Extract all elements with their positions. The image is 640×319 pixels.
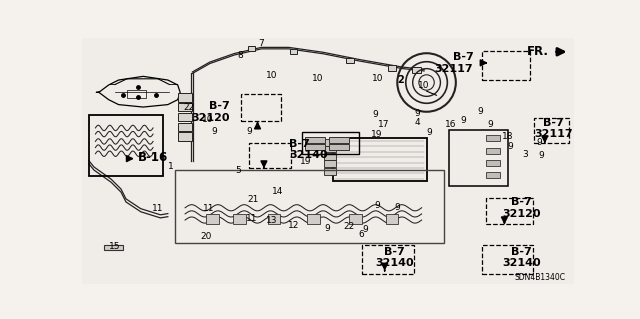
Bar [412, 67, 421, 73]
Text: 10: 10 [266, 70, 277, 80]
Bar [302, 132, 359, 154]
Text: 15: 15 [109, 242, 121, 251]
Bar [486, 148, 500, 154]
Bar [249, 143, 291, 168]
Bar [349, 214, 362, 224]
Text: 12: 12 [288, 221, 299, 230]
Text: B-7
32140: B-7 32140 [375, 247, 414, 268]
Text: 6: 6 [358, 230, 364, 239]
Text: 22: 22 [343, 222, 355, 231]
Bar [305, 144, 324, 150]
Text: 21: 21 [248, 195, 259, 204]
Bar [386, 214, 399, 224]
Bar [324, 139, 337, 146]
Text: 10: 10 [419, 81, 430, 90]
Text: B-7
32117: B-7 32117 [534, 118, 573, 139]
Text: B-7
32140: B-7 32140 [502, 247, 541, 268]
Bar [127, 90, 146, 98]
Text: 9: 9 [461, 116, 467, 125]
Bar [486, 135, 500, 141]
Bar [305, 137, 324, 143]
Text: 3: 3 [522, 150, 528, 159]
Text: 20: 20 [200, 232, 211, 241]
Text: B-7
32117: B-7 32117 [435, 52, 474, 74]
Bar [234, 214, 246, 224]
Text: 10: 10 [312, 74, 324, 83]
Text: 16: 16 [444, 120, 456, 129]
Text: 9: 9 [324, 224, 330, 233]
Text: 9: 9 [212, 127, 218, 136]
Bar [268, 214, 280, 224]
Bar [178, 132, 193, 141]
Bar [324, 160, 337, 167]
Bar [534, 118, 570, 144]
Text: 4: 4 [415, 118, 420, 127]
Bar [330, 137, 349, 143]
Text: 9: 9 [426, 128, 432, 137]
Bar [486, 172, 500, 178]
Text: B-7
32120: B-7 32120 [191, 101, 230, 123]
Bar [241, 94, 281, 121]
Bar [178, 122, 193, 131]
Bar [324, 145, 337, 152]
Text: 5: 5 [236, 167, 241, 175]
Bar [486, 198, 532, 225]
Text: 2: 2 [397, 75, 404, 85]
Bar [307, 214, 319, 224]
Text: 11: 11 [152, 204, 164, 213]
Bar [89, 115, 163, 176]
Bar [206, 214, 219, 224]
Bar [346, 58, 354, 63]
Bar [388, 65, 397, 71]
Text: 10: 10 [372, 74, 383, 83]
Text: 9: 9 [415, 109, 420, 118]
Bar [290, 49, 297, 55]
Text: 9: 9 [477, 108, 483, 116]
Text: 8: 8 [237, 51, 243, 61]
Bar [178, 113, 193, 121]
Text: 9: 9 [362, 225, 368, 234]
Text: FR.: FR. [527, 45, 548, 58]
Bar [104, 245, 124, 250]
Text: 9: 9 [538, 151, 544, 160]
Bar [482, 50, 530, 79]
Text: 19: 19 [371, 130, 382, 138]
Text: 9: 9 [508, 142, 513, 151]
Bar [324, 168, 337, 174]
Text: 9: 9 [488, 120, 493, 129]
Text: 11: 11 [246, 214, 257, 223]
Bar [324, 153, 337, 160]
Text: 14: 14 [272, 187, 284, 196]
Bar [482, 245, 534, 274]
Bar [178, 103, 193, 111]
Bar [362, 245, 414, 274]
Text: SDN4B1340C: SDN4B1340C [515, 272, 565, 282]
Text: 9: 9 [246, 127, 252, 136]
Text: 1: 1 [168, 162, 174, 171]
Text: 9: 9 [536, 138, 542, 147]
Text: 7: 7 [258, 39, 264, 48]
Bar [178, 93, 193, 102]
Bar [330, 144, 349, 150]
Bar [333, 138, 427, 181]
Text: 11: 11 [203, 204, 214, 213]
Text: B-16: B-16 [138, 151, 168, 164]
Text: B-7
32120: B-7 32120 [502, 197, 541, 219]
Text: 22: 22 [184, 103, 195, 112]
Text: 10: 10 [202, 115, 213, 124]
Bar [449, 130, 508, 186]
Text: 13: 13 [266, 216, 277, 225]
Text: B-7
32140: B-7 32140 [289, 138, 328, 160]
Text: 19: 19 [300, 157, 312, 166]
Bar [486, 160, 500, 166]
Text: 9: 9 [394, 203, 400, 212]
Text: 18: 18 [502, 132, 514, 141]
Text: 9: 9 [374, 201, 380, 210]
Text: 9: 9 [372, 110, 378, 119]
Bar [175, 170, 444, 243]
Bar [248, 46, 255, 51]
Text: 17: 17 [378, 120, 389, 129]
